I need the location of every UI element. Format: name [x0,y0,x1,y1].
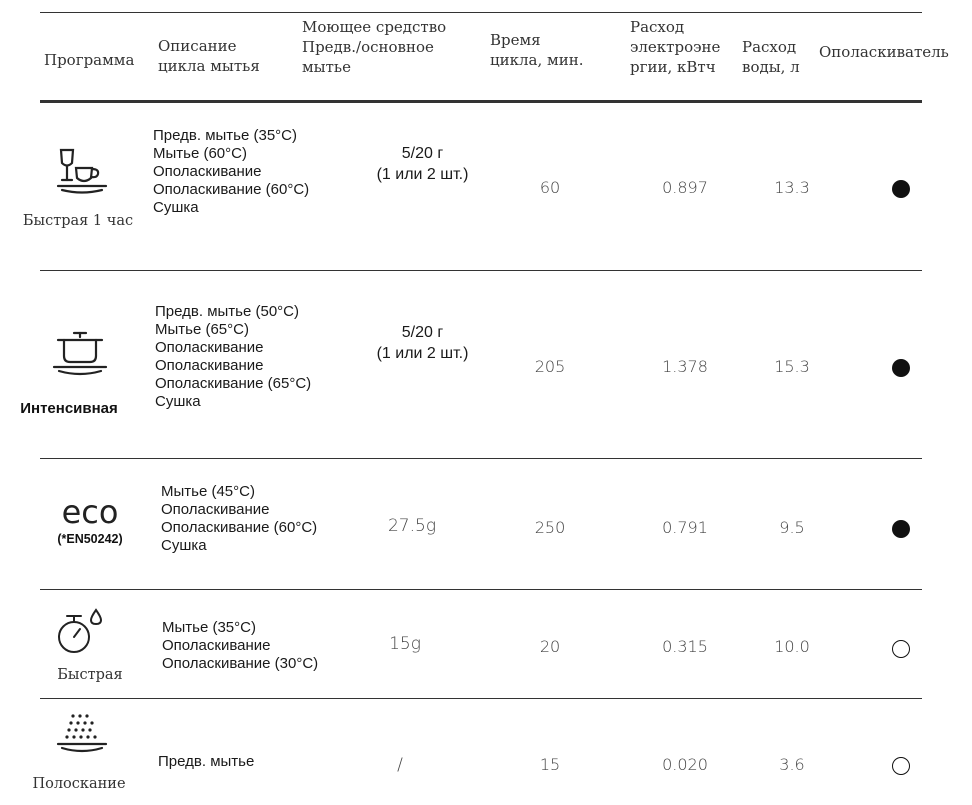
header-rinse-aid: Ополаскиватель [819,43,949,61]
header-rule [40,100,922,103]
header-detergent: Моющее средство Предв./основное мытье [302,18,447,76]
energy-consumption: 1.378 [662,357,708,376]
cycle-time: 60 [539,178,561,197]
program-name: (*EN50242) [57,532,123,546]
header-energy: Расход электроэне ргии, кВтч [630,18,721,76]
header-water: Расход воды, л [742,38,800,76]
row-divider [40,270,922,271]
rinse-aid-empty-icon [892,757,910,775]
header-description: Описание цикла мытья [158,37,260,75]
water-consumption: 10.0 [774,637,810,656]
water-consumption: 9.5 [779,518,805,537]
energy-consumption: 0.315 [662,637,708,656]
cycle-time: 250 [534,518,566,537]
cycle-description: Предв. мытье [158,753,255,770]
water-consumption: 15.3 [774,357,810,376]
detergent-amount: 5/20 г (1 или 2 шт.) [376,324,469,362]
cycle-time: 20 [539,637,561,656]
row-divider [40,589,922,590]
eco-text-icon: eco [61,493,119,531]
detergent-amount: 15g [389,634,421,654]
row-divider [40,458,922,459]
glass-cup-plate-icon [56,148,108,194]
header-program: Программа [44,51,135,69]
program-name: Быстрая 1 час [22,213,134,229]
program-name: Интенсивная [20,400,118,417]
energy-consumption: 0.791 [662,518,708,537]
rinse-aid-filled-icon [892,359,910,377]
detergent-amount: 5/20 г (1 или 2 шт.) [376,145,469,183]
water-consumption: 3.6 [779,755,805,774]
timer-drop-icon [58,608,103,653]
top-rule [40,12,922,13]
program-name: Быстрая [57,667,123,683]
energy-consumption: 0.897 [662,178,708,197]
rinse-aid-filled-icon [892,520,910,538]
water-consumption: 13.3 [774,178,810,197]
rinse-aid-empty-icon [892,640,910,658]
header-time: Время цикла, мин. [490,31,584,69]
cycle-description: Предв. мытье (35°C) Мытье (60°C) Ополаск… [153,127,310,216]
cycle-time: 15 [539,755,561,774]
pot-plate-icon [52,331,108,376]
program-name: Полоскание [32,776,126,792]
detergent-amount: / [397,755,403,775]
cycle-time: 205 [534,357,566,376]
row-divider [40,698,922,699]
cycle-description: Предв. мытье (50°C) Мытье (65°C) Ополаск… [155,303,312,410]
rinse-aid-filled-icon [892,180,910,198]
energy-consumption: 0.020 [662,755,708,774]
cycle-description: Мытье (45°C) Ополаскивание Ополаскивание… [161,483,318,554]
detergent-amount: 27.5g [387,516,437,536]
spray-dots-plate-icon [56,714,108,753]
cycle-description: Мытье (35°C) Ополаскивание Ополаскивание… [162,619,319,672]
